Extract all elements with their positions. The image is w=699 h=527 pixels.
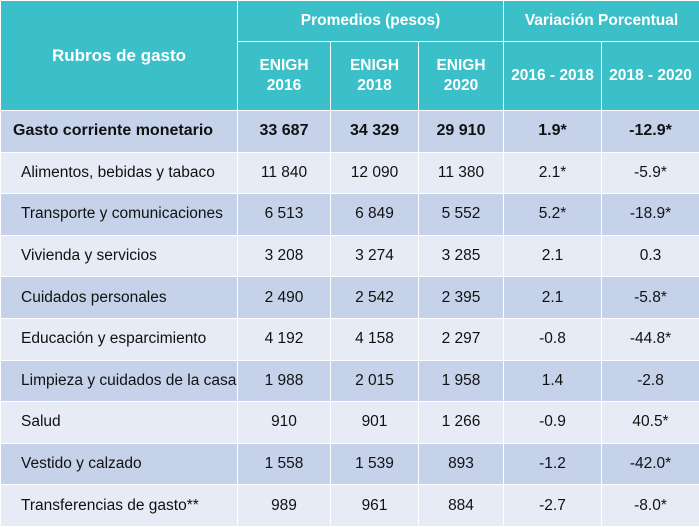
cell-2018: 34 329 bbox=[331, 111, 419, 153]
cell-var-2018-2020: -44.8* bbox=[602, 318, 699, 360]
table-row: Educación y esparcimiento 4 192 4 158 2 … bbox=[1, 318, 699, 360]
cell-var-2016-2018: 2.1 bbox=[504, 235, 602, 277]
row-label: Gasto corriente monetario bbox=[1, 111, 238, 153]
cell-var-2018-2020: 0.3 bbox=[602, 235, 699, 277]
cell-2020: 2 297 bbox=[419, 318, 504, 360]
cell-2020: 5 552 bbox=[419, 194, 504, 236]
cell-var-2016-2018: -2.7 bbox=[504, 485, 602, 527]
row-label: Salud bbox=[1, 402, 238, 444]
header-var-2016-2018: 2016 - 2018 bbox=[504, 42, 602, 111]
header-variacion: Variación Porcentual bbox=[504, 1, 699, 42]
cell-var-2018-2020: -42.0* bbox=[602, 443, 699, 485]
cell-var-2016-2018: -0.9 bbox=[504, 402, 602, 444]
cell-2016: 2 490 bbox=[238, 277, 331, 319]
cell-var-2018-2020: -12.9* bbox=[602, 111, 699, 153]
cell-var-2018-2020: -5.9* bbox=[602, 152, 699, 194]
cell-2018: 2 015 bbox=[331, 360, 419, 402]
header-enigh-2020: ENIGH 2020 bbox=[419, 42, 504, 111]
cell-var-2016-2018: 5.2* bbox=[504, 194, 602, 236]
header-promedios: Promedios (pesos) bbox=[238, 1, 504, 42]
table-row: Transporte y comunicaciones 6 513 6 849 … bbox=[1, 194, 699, 236]
cell-2018: 6 849 bbox=[331, 194, 419, 236]
cell-var-2018-2020: -5.8* bbox=[602, 277, 699, 319]
header-enigh-2018-line1: ENIGH bbox=[350, 57, 399, 74]
table-row: Alimentos, bebidas y tabaco 11 840 12 09… bbox=[1, 152, 699, 194]
table-row: Transferencias de gasto** 989 961 884 -2… bbox=[1, 485, 699, 527]
cell-var-2016-2018: 2.1 bbox=[504, 277, 602, 319]
cell-2018: 4 158 bbox=[331, 318, 419, 360]
table-row: Cuidados personales 2 490 2 542 2 395 2.… bbox=[1, 277, 699, 319]
row-label: Vivienda y servicios bbox=[1, 235, 238, 277]
header-enigh-2020-line2: 2020 bbox=[444, 77, 478, 94]
cell-var-2016-2018: 1.9* bbox=[504, 111, 602, 153]
cell-2020: 3 285 bbox=[419, 235, 504, 277]
table-row: Vivienda y servicios 3 208 3 274 3 285 2… bbox=[1, 235, 699, 277]
table-row: Salud 910 901 1 266 -0.9 40.5* bbox=[1, 402, 699, 444]
cell-2016: 910 bbox=[238, 402, 331, 444]
table-row: Limpieza y cuidados de la casa 1 988 2 0… bbox=[1, 360, 699, 402]
cell-var-2016-2018: -0.8 bbox=[504, 318, 602, 360]
cell-2016: 989 bbox=[238, 485, 331, 527]
cell-var-2018-2020: -2.8 bbox=[602, 360, 699, 402]
cell-2016: 1 558 bbox=[238, 443, 331, 485]
cell-2016: 1 988 bbox=[238, 360, 331, 402]
cell-2020: 1 266 bbox=[419, 402, 504, 444]
cell-var-2018-2020: 40.5* bbox=[602, 402, 699, 444]
row-label: Vestido y calzado bbox=[1, 443, 238, 485]
cell-2018: 3 274 bbox=[331, 235, 419, 277]
header-enigh-2016-line2: 2016 bbox=[267, 77, 301, 94]
header-rubros: Rubros de gasto bbox=[1, 1, 238, 111]
table-row: Vestido y calzado 1 558 1 539 893 -1.2 -… bbox=[1, 443, 699, 485]
cell-var-2016-2018: -1.2 bbox=[504, 443, 602, 485]
table-row: Gasto corriente monetario 33 687 34 329 … bbox=[1, 111, 699, 153]
cell-2016: 11 840 bbox=[238, 152, 331, 194]
cell-2016: 33 687 bbox=[238, 111, 331, 153]
cell-var-2018-2020: -8.0* bbox=[602, 485, 699, 527]
cell-2020: 893 bbox=[419, 443, 504, 485]
cell-2018: 901 bbox=[331, 402, 419, 444]
row-label: Educación y esparcimiento bbox=[1, 318, 238, 360]
cell-2018: 1 539 bbox=[331, 443, 419, 485]
header-enigh-2020-line1: ENIGH bbox=[436, 57, 485, 74]
cell-2018: 961 bbox=[331, 485, 419, 527]
row-label: Transporte y comunicaciones bbox=[1, 194, 238, 236]
cell-2018: 12 090 bbox=[331, 152, 419, 194]
cell-2020: 884 bbox=[419, 485, 504, 527]
header-var-2018-2020: 2018 - 2020 bbox=[602, 42, 699, 111]
row-label: Limpieza y cuidados de la casa bbox=[1, 360, 238, 402]
header-enigh-2018-line2: 2018 bbox=[357, 77, 391, 94]
cell-2016: 4 192 bbox=[238, 318, 331, 360]
header-enigh-2016: ENIGH 2016 bbox=[238, 42, 331, 111]
cell-2020: 11 380 bbox=[419, 152, 504, 194]
cell-2016: 3 208 bbox=[238, 235, 331, 277]
header-enigh-2018: ENIGH 2018 bbox=[331, 42, 419, 111]
cell-2020: 1 958 bbox=[419, 360, 504, 402]
cell-2018: 2 542 bbox=[331, 277, 419, 319]
cell-2020: 2 395 bbox=[419, 277, 504, 319]
row-label: Cuidados personales bbox=[1, 277, 238, 319]
cell-var-2016-2018: 1.4 bbox=[504, 360, 602, 402]
row-label: Alimentos, bebidas y tabaco bbox=[1, 152, 238, 194]
cell-2016: 6 513 bbox=[238, 194, 331, 236]
row-label: Transferencias de gasto** bbox=[1, 485, 238, 527]
cell-2020: 29 910 bbox=[419, 111, 504, 153]
cell-var-2018-2020: -18.9* bbox=[602, 194, 699, 236]
cell-var-2016-2018: 2.1* bbox=[504, 152, 602, 194]
header-enigh-2016-line1: ENIGH bbox=[259, 57, 308, 74]
